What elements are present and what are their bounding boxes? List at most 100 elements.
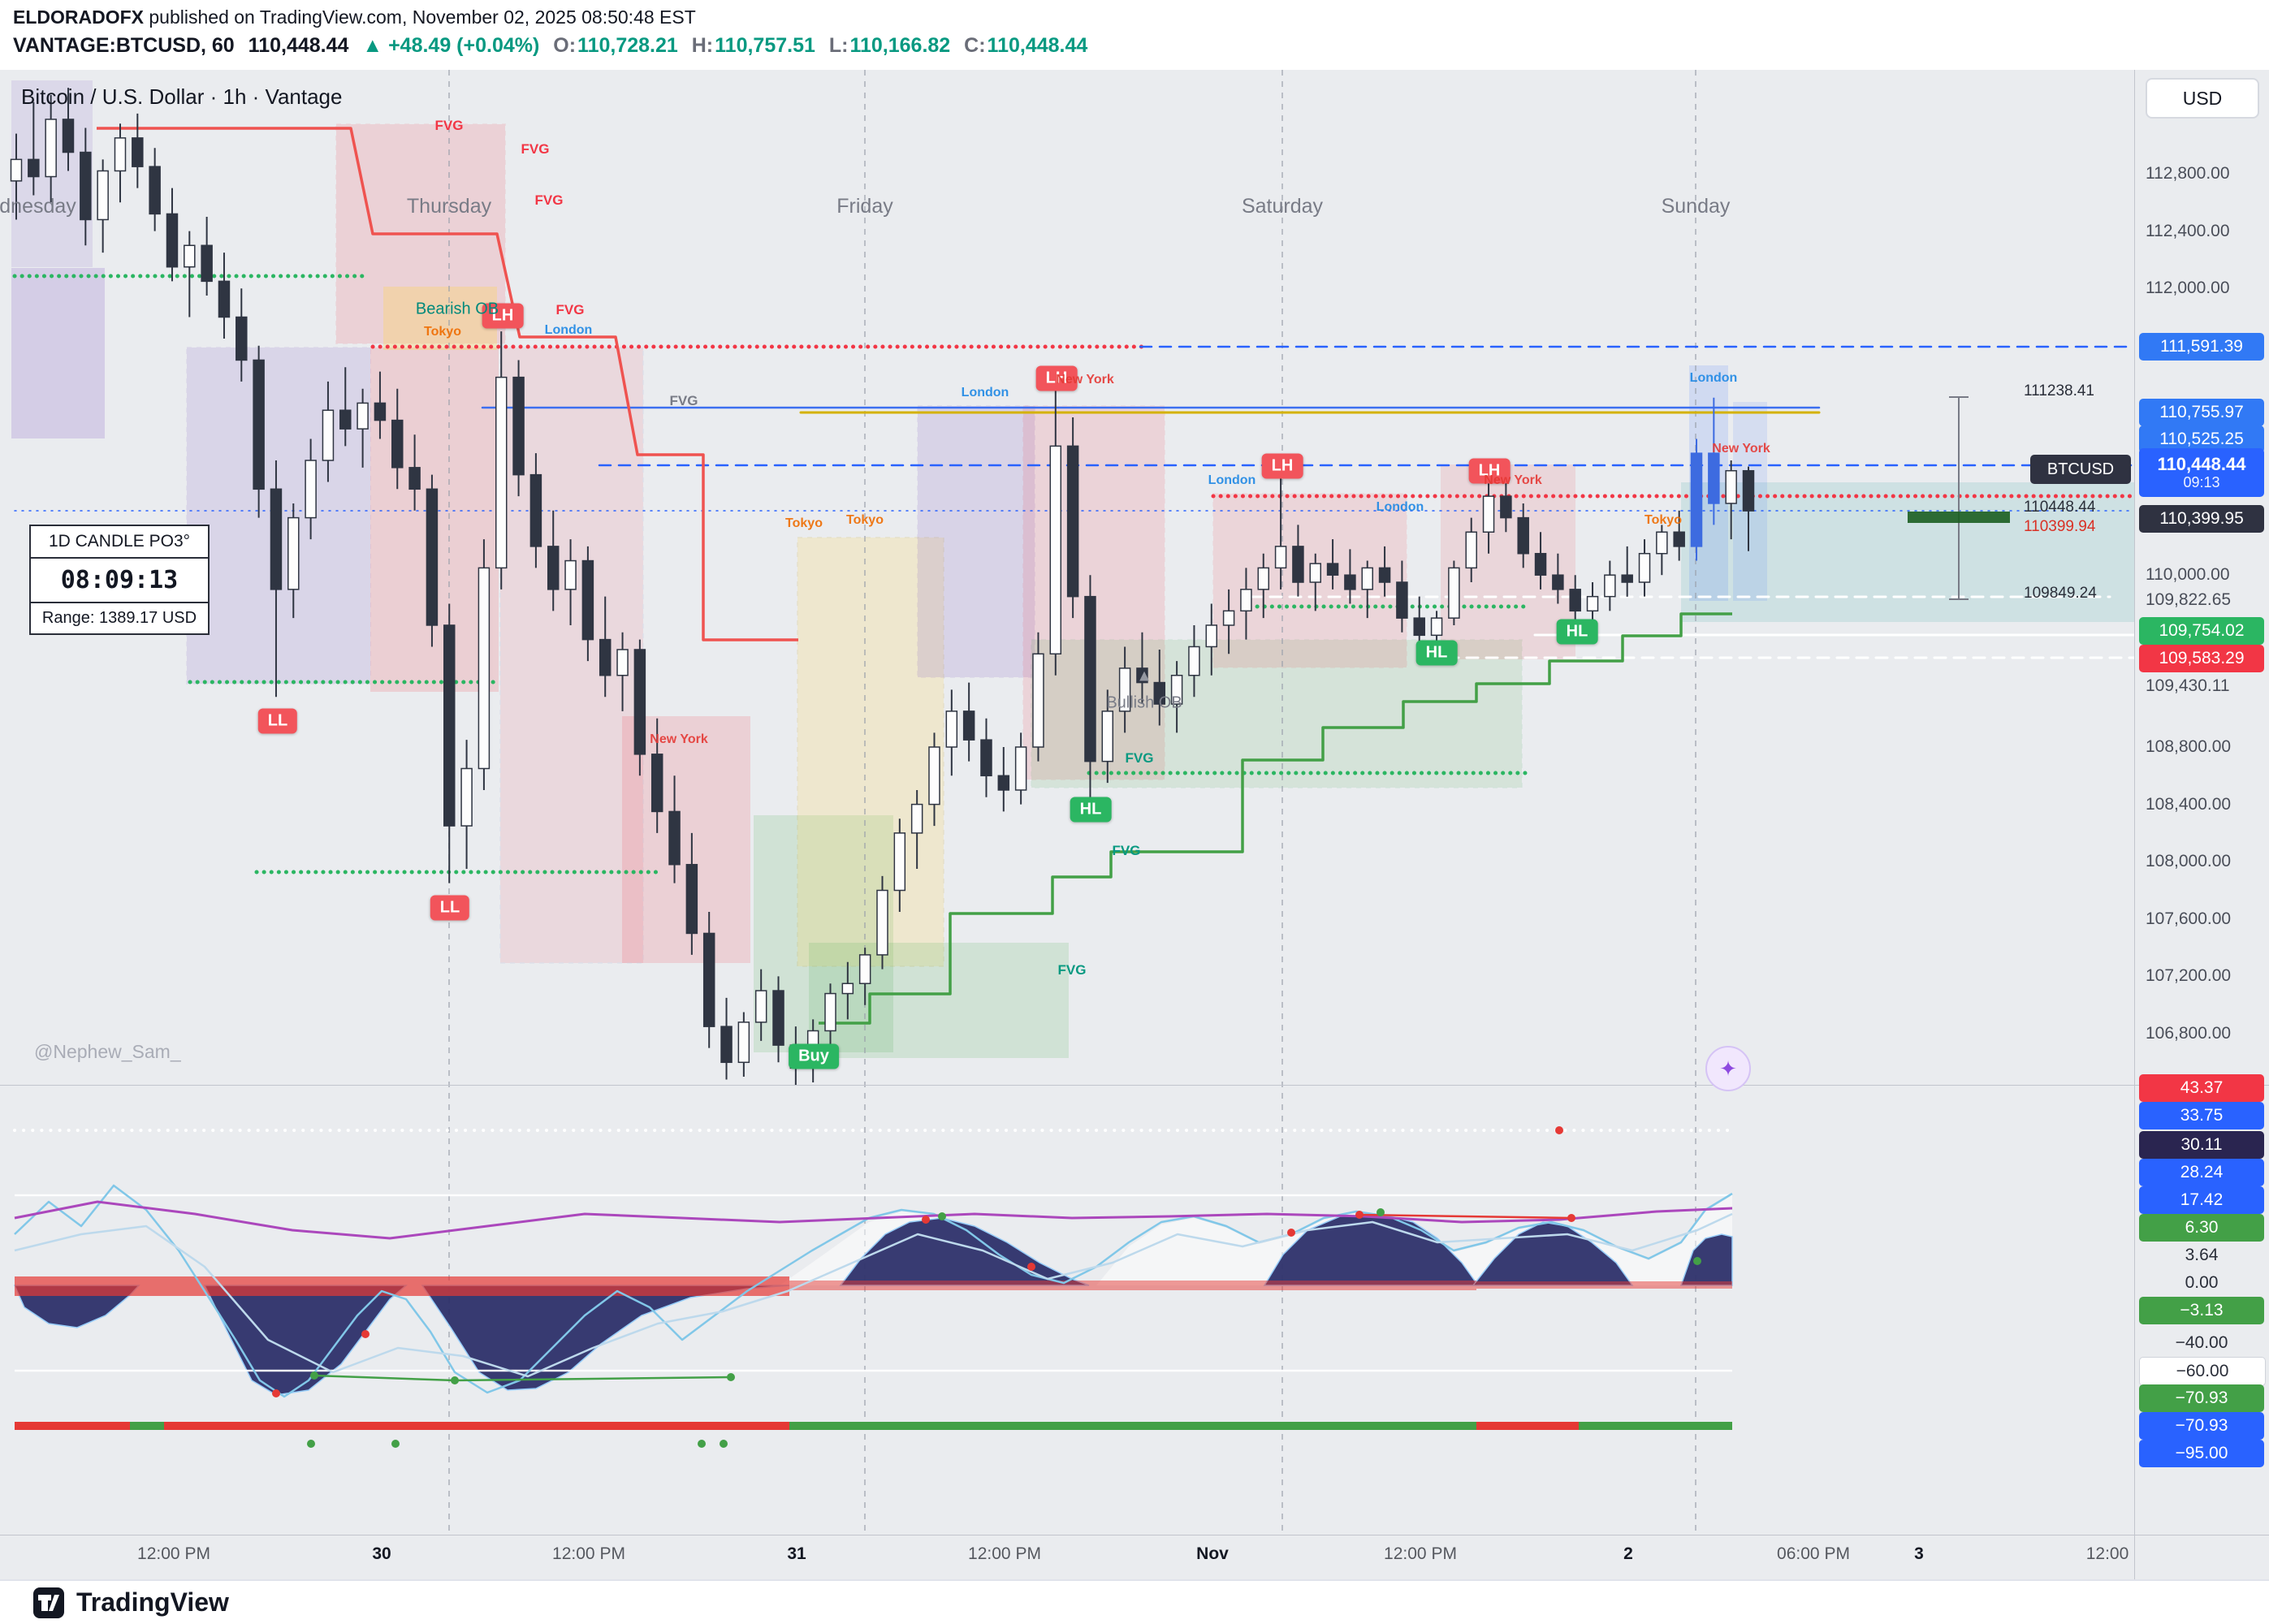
candle — [149, 166, 161, 215]
candle — [1708, 452, 1720, 504]
oscillator-line — [14, 1212, 1733, 1378]
price-tick: 108,400.00 — [2146, 795, 2232, 814]
time-tick: 12:00 PM — [552, 1544, 625, 1563]
candle — [28, 158, 40, 178]
candle — [10, 158, 23, 182]
candle — [1378, 567, 1391, 583]
oscillator-line — [1359, 1213, 1572, 1220]
zone — [1681, 482, 2134, 622]
signal-dot-green — [720, 1440, 728, 1448]
price-level-badge: 110,755.97 — [2139, 399, 2264, 426]
candle — [1309, 563, 1321, 583]
momentum-strip — [130, 1422, 164, 1430]
publish-info: published on TradingView.com, November 0… — [144, 6, 696, 28]
candle — [616, 649, 629, 676]
session-label: London — [1689, 371, 1738, 385]
zone — [809, 943, 1069, 1058]
oscillator-value-badge: −95.00 — [2139, 1440, 2264, 1467]
candle — [1240, 589, 1252, 612]
candle — [1032, 653, 1044, 748]
bar-countdown: 09:13 — [2183, 474, 2220, 491]
signal-dot-green — [451, 1376, 459, 1384]
open-value: 110,728.21 — [577, 34, 678, 57]
oscillator-red-band — [789, 1281, 1476, 1290]
last-price: 110,448.44 — [248, 34, 349, 57]
hl-marker: HL — [1556, 619, 1598, 645]
indicator-logo-icon[interactable]: ✦ — [1705, 1046, 1751, 1091]
orderblock-label: Bullish OB — [1106, 693, 1182, 712]
price-tick: 108,000.00 — [2146, 852, 2232, 870]
oscillator-value-badge: 43.37 — [2139, 1074, 2264, 1102]
time-tick: 06:00 PM — [1777, 1544, 1850, 1563]
signal-dot-green — [938, 1212, 946, 1220]
oscillator-cloud — [1263, 1213, 1480, 1286]
candle — [374, 402, 387, 421]
candle — [1638, 552, 1651, 583]
day-label: Wednesday — [0, 195, 76, 218]
time-tick: 12:00 — [2085, 1544, 2129, 1563]
hl-marker: HL — [1415, 640, 1458, 666]
signal-dot-green — [310, 1371, 318, 1380]
candle — [218, 280, 231, 318]
price-level-badge: 110,399.95 — [2139, 505, 2264, 533]
candle — [1084, 595, 1096, 762]
price-tick: 109,822.65 — [2146, 590, 2232, 609]
candle — [1517, 516, 1529, 555]
bearish-structure-line — [97, 127, 798, 641]
oscillator-value-badge: 17.42 — [2139, 1186, 2264, 1214]
signal-dot-green — [1693, 1257, 1701, 1265]
candle — [1396, 581, 1408, 619]
session-label: Tokyo — [1644, 513, 1682, 527]
candle — [1257, 567, 1270, 590]
buy-marker: Buy — [789, 1043, 839, 1069]
current-price-badge: 110,448.44 09:13 — [2139, 448, 2264, 497]
sparkle-icon: ✦ — [1719, 1056, 1737, 1081]
publish-header: ELDORADOFX published on TradingView.com,… — [13, 6, 696, 28]
candle — [1066, 445, 1079, 598]
zone — [186, 347, 371, 685]
price-change: ▲ +48.49 (+0.04%) — [362, 34, 540, 57]
time-tick: 31 — [787, 1544, 806, 1563]
price-tick: 110,000.00 — [2146, 565, 2230, 584]
candle — [1188, 646, 1200, 676]
oscillator-line — [14, 1200, 1733, 1240]
candle — [1534, 552, 1547, 576]
day-label: Thursday — [406, 195, 492, 218]
candle — [1621, 574, 1633, 583]
candle — [1465, 531, 1477, 569]
bottom-toolbar: TradingView — [0, 1579, 2269, 1624]
candle — [581, 559, 594, 641]
po3-countdown: 08:09:13 — [60, 566, 179, 594]
signal-dot-red — [1555, 1126, 1563, 1134]
candle — [305, 460, 317, 519]
signal-dot-green — [727, 1373, 735, 1381]
session-label: London — [961, 386, 1009, 400]
candle — [391, 419, 404, 469]
momentum-strip — [1579, 1422, 1732, 1430]
candle — [62, 119, 75, 153]
signal-dot-green — [698, 1440, 706, 1448]
signal-dot-green — [391, 1440, 400, 1448]
pane-separator[interactable] — [0, 1085, 2269, 1086]
signal-dot-red — [361, 1330, 370, 1338]
time-tick: 12:00 PM — [1384, 1544, 1457, 1563]
oscillator-value-badge: 6.30 — [2139, 1214, 2264, 1242]
target-level-bar — [1908, 512, 2010, 523]
currency-toggle-button[interactable]: USD — [2146, 78, 2259, 119]
candle — [599, 638, 612, 676]
low-label: L: — [828, 34, 849, 57]
candle — [114, 137, 127, 172]
low-value: 110,166.82 — [849, 34, 951, 57]
chart-plot-area[interactable] — [0, 70, 2269, 1579]
candle — [1430, 617, 1443, 637]
tradingview-logo[interactable]: TradingView — [32, 1587, 229, 1619]
candle — [1690, 452, 1703, 547]
oscillator-value-badge: 28.24 — [2139, 1159, 2264, 1186]
open-label: O: — [553, 34, 577, 57]
candle — [1569, 589, 1581, 612]
time-tick: 3 — [1914, 1544, 1924, 1563]
candle — [1274, 546, 1287, 569]
candle — [1448, 567, 1460, 619]
candle — [668, 810, 681, 866]
candle — [1326, 563, 1339, 576]
